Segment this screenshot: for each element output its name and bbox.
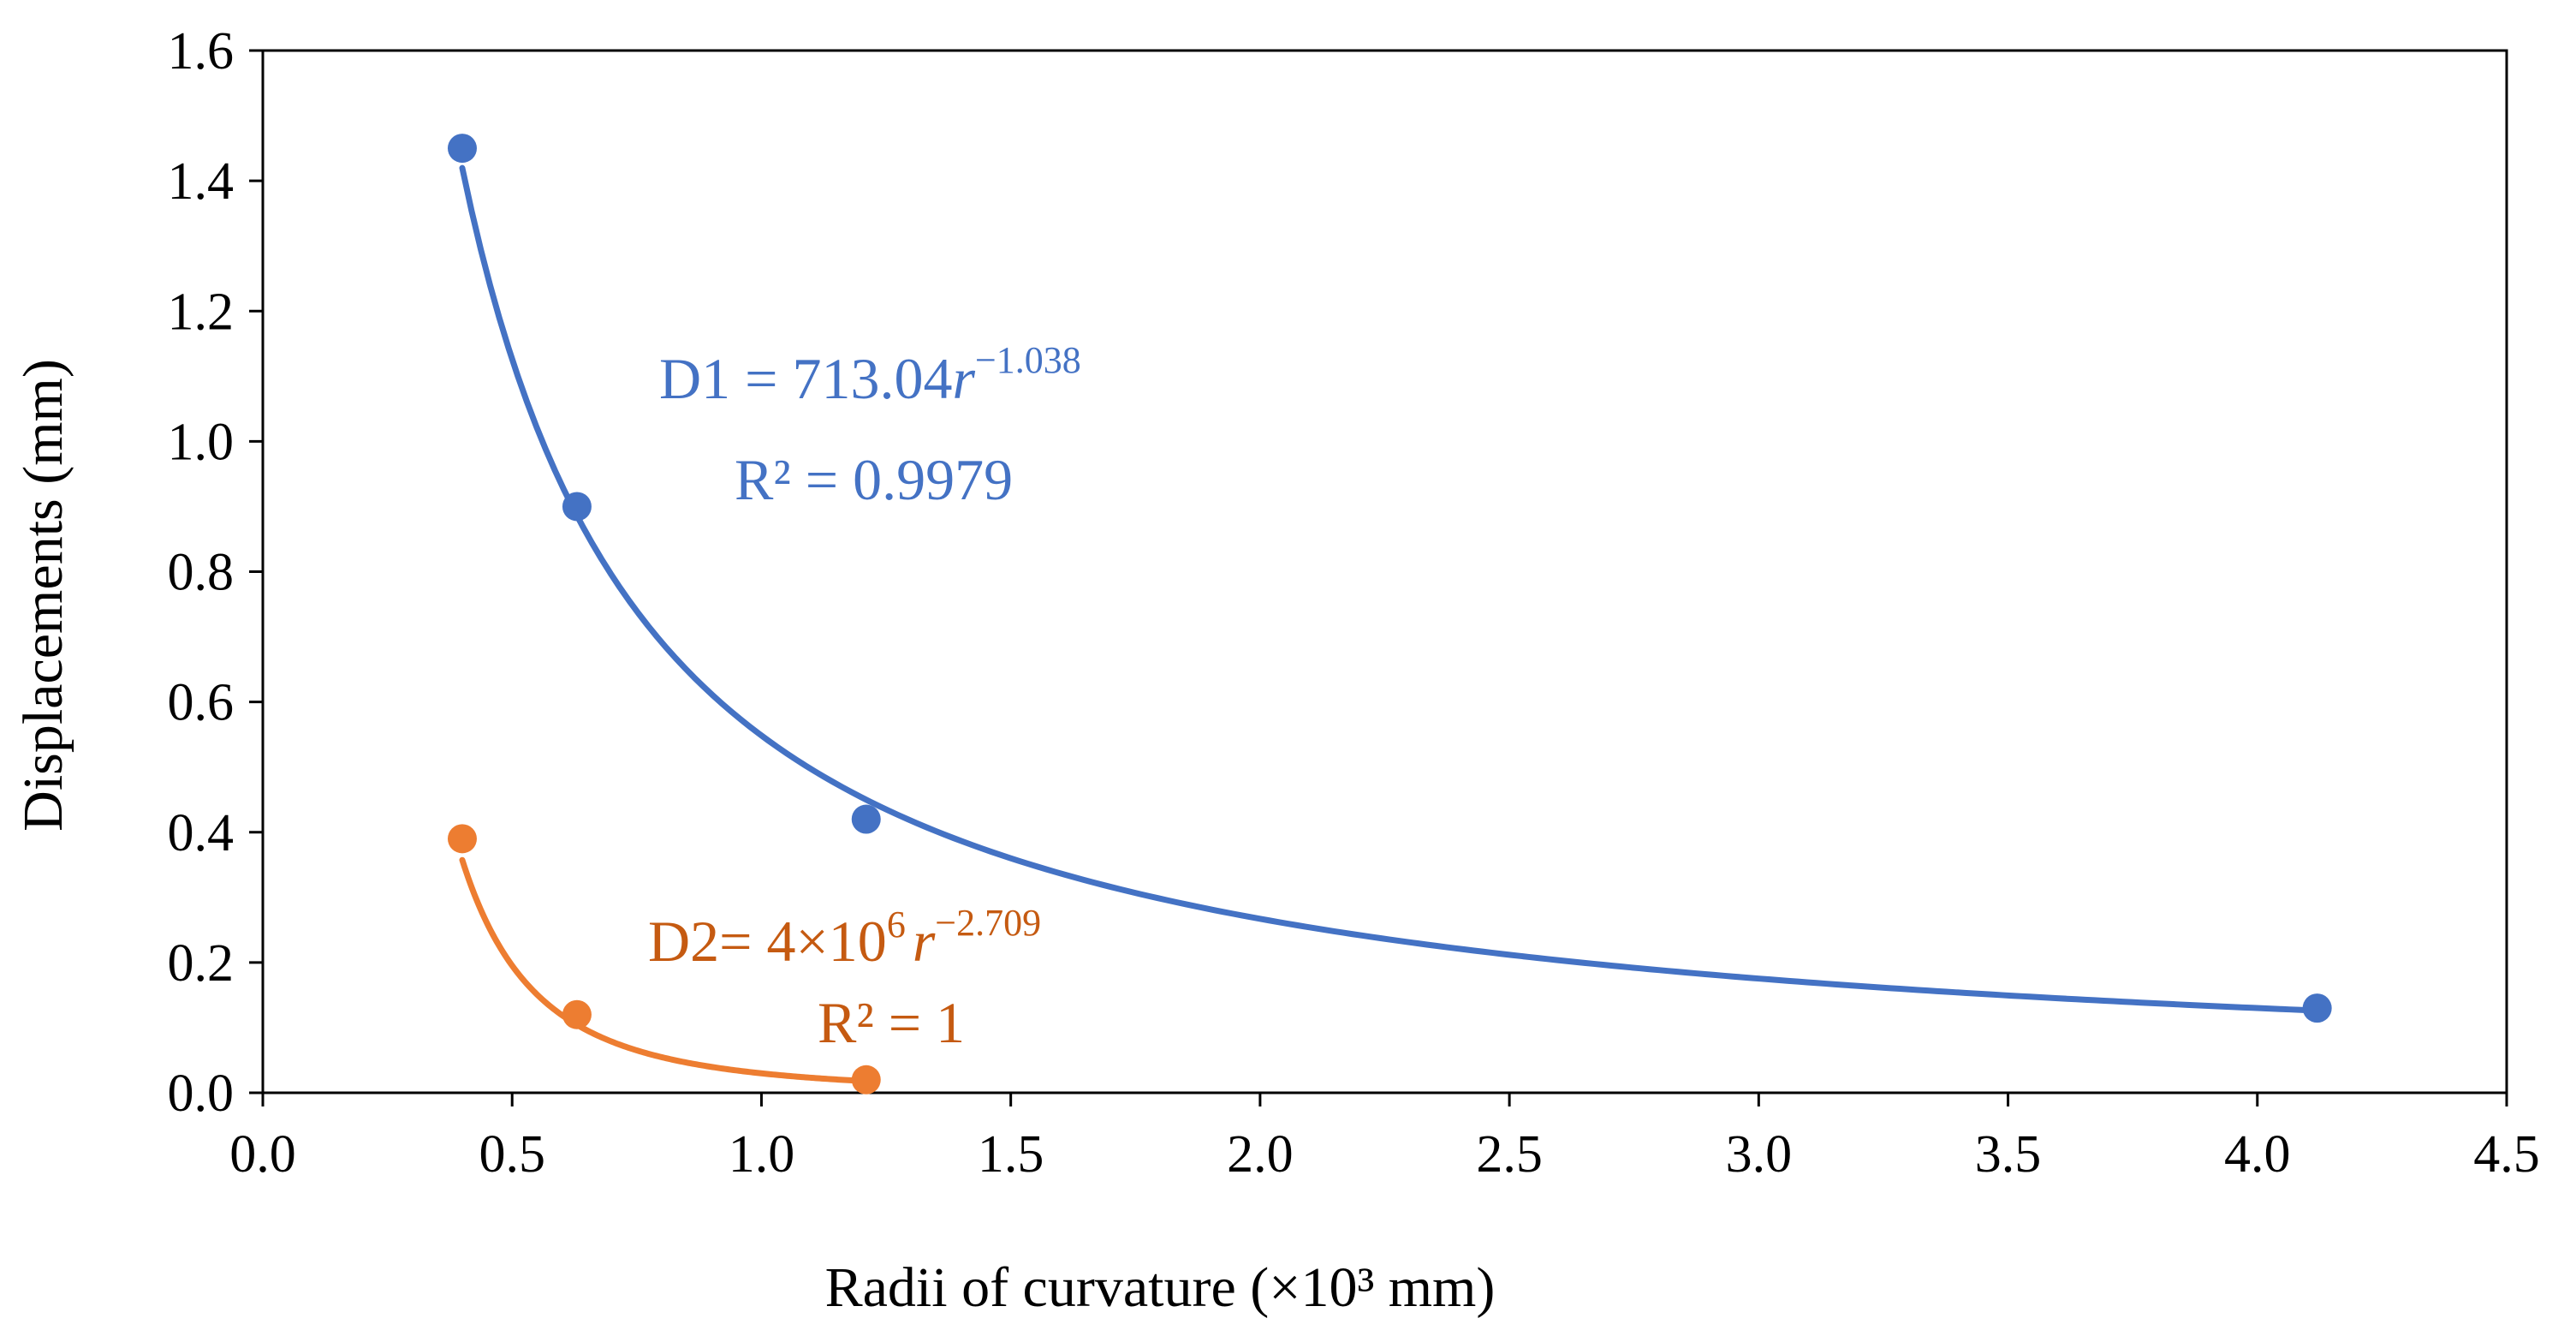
x-tick-label: 4.5 [2473, 1125, 2540, 1184]
x-tick-label: 0.5 [479, 1125, 545, 1184]
d2-trendline [459, 856, 870, 1084]
d1-point [447, 134, 477, 164]
y-tick-label: 1.6 [168, 22, 235, 81]
d2-equation: D2= 4×106 r−2.709 [648, 902, 1041, 974]
trendlines [459, 164, 2321, 1084]
x-tick-label: 2.5 [1476, 1125, 1543, 1184]
x-axis-title: Radii of curvature (×10³ mm) [825, 1256, 1496, 1319]
y-tick-label: 0.8 [168, 544, 235, 602]
d1-equation-var: r [952, 346, 975, 411]
d1-trendline [459, 164, 2321, 1014]
d2-point [851, 1065, 881, 1094]
x-tick-label: 3.0 [1726, 1125, 1793, 1184]
y-axis-title: Displacements (mm) [12, 359, 74, 832]
d1-equation-exponent: −1.038 [975, 339, 1081, 381]
d2-equation-base: D2= 4×10 [648, 909, 887, 974]
d2-r-squared: R² = 1 [818, 990, 965, 1055]
data-points [447, 134, 2332, 1094]
y-axis: 0.0 0.2 0.4 0.6 0.8 1.0 1.2 1.4 1.6 [168, 22, 263, 1123]
x-tick-label: 1.5 [978, 1125, 1044, 1184]
d1-point [851, 804, 881, 834]
y-tick-label: 1.4 [168, 152, 235, 211]
x-tick-label: 0.0 [229, 1125, 296, 1184]
d2-equation-var: r [913, 909, 936, 974]
x-tick-label: 2.0 [1227, 1125, 1294, 1184]
y-tick-label: 0.2 [168, 934, 235, 993]
d1-equation-base: D1 = 713.04 [659, 346, 952, 411]
d2-point [562, 999, 592, 1029]
y-tick-label: 0.0 [168, 1065, 235, 1123]
d1-r-squared: R² = 0.9979 [735, 447, 1013, 512]
x-axis: 0.0 0.5 1.0 1.5 2.0 2.5 3.0 3.5 4.0 4.5 [229, 1093, 2540, 1184]
x-tick-label: 4.0 [2224, 1125, 2291, 1184]
d2-equation-base-sup: 6 [887, 904, 906, 945]
d2-point [447, 824, 477, 854]
y-tick-label: 0.6 [168, 674, 235, 732]
x-tick-label: 3.5 [1975, 1125, 2042, 1184]
y-tick-label: 0.4 [168, 804, 235, 862]
x-tick-label: 1.0 [729, 1125, 795, 1184]
y-tick-label: 1.2 [168, 283, 235, 341]
d2-equation-exponent: −2.709 [935, 902, 1041, 944]
d1-point [2302, 993, 2332, 1023]
d1-equation: D1 = 713.04r−1.038 [659, 339, 1081, 411]
d1-point [562, 492, 592, 522]
y-tick-label: 1.0 [168, 413, 235, 471]
